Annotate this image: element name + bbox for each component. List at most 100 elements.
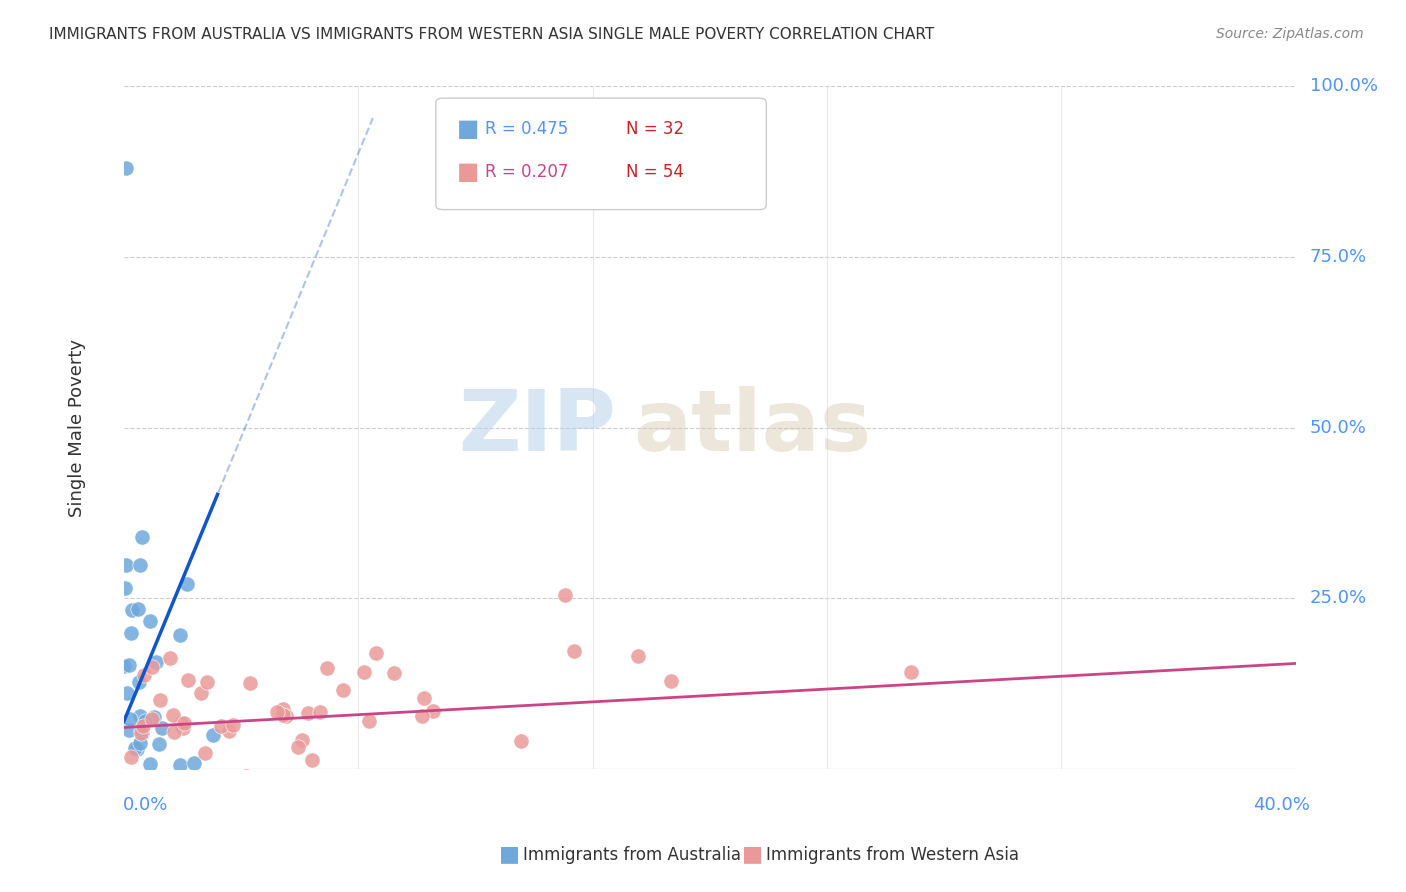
Point xyxy=(124,741,146,756)
Point xyxy=(194,746,217,760)
Point xyxy=(169,757,191,772)
Text: N = 32: N = 32 xyxy=(626,120,683,138)
Point xyxy=(118,658,141,673)
Point xyxy=(143,710,166,724)
Point xyxy=(413,690,436,705)
Point xyxy=(276,709,298,723)
Point xyxy=(139,614,162,628)
Point xyxy=(128,675,150,690)
Point xyxy=(271,782,294,797)
Point xyxy=(131,530,153,544)
Point xyxy=(222,718,245,732)
Text: Source: ZipAtlas.com: Source: ZipAtlas.com xyxy=(1216,27,1364,41)
Point xyxy=(554,588,576,602)
Text: IMMIGRANTS FROM AUSTRALIA VS IMMIGRANTS FROM WESTERN ASIA SINGLE MALE POVERTY CO: IMMIGRANTS FROM AUSTRALIA VS IMMIGRANTS … xyxy=(49,27,935,42)
Text: Single Male Poverty: Single Male Poverty xyxy=(67,339,86,516)
Point xyxy=(332,683,354,698)
Text: Immigrants from Western Asia: Immigrants from Western Asia xyxy=(766,846,1019,863)
Text: atlas: atlas xyxy=(634,386,872,469)
Point xyxy=(309,705,332,719)
Point xyxy=(271,708,294,723)
Point xyxy=(176,577,198,591)
Point xyxy=(287,773,309,788)
Point xyxy=(357,714,380,729)
Point xyxy=(190,685,212,699)
Point xyxy=(172,721,194,735)
Text: 50.0%: 50.0% xyxy=(1310,418,1367,437)
Text: ZIP: ZIP xyxy=(458,386,616,469)
Point xyxy=(422,784,444,798)
Point xyxy=(127,602,149,616)
Point xyxy=(131,726,153,740)
Point xyxy=(900,665,922,679)
Point xyxy=(162,724,184,739)
Text: ■: ■ xyxy=(499,845,520,864)
Point xyxy=(364,646,387,660)
Point xyxy=(291,732,314,747)
Point xyxy=(239,676,262,690)
Text: N = 54: N = 54 xyxy=(626,163,683,181)
Point xyxy=(120,750,142,764)
Point xyxy=(173,715,195,730)
Point xyxy=(112,658,135,673)
Point xyxy=(118,723,141,737)
Point xyxy=(127,741,149,756)
Point xyxy=(235,769,257,783)
Point xyxy=(141,712,163,726)
Text: ■: ■ xyxy=(457,118,479,141)
Text: 40.0%: 40.0% xyxy=(1253,797,1310,814)
Point xyxy=(170,716,193,731)
Point xyxy=(297,706,319,720)
Point xyxy=(562,643,585,657)
Point xyxy=(353,665,375,679)
Point xyxy=(121,602,143,616)
Point xyxy=(411,708,433,723)
Point xyxy=(197,675,219,690)
Point xyxy=(422,704,444,718)
Text: R = 0.475: R = 0.475 xyxy=(485,120,568,138)
Point xyxy=(162,707,184,722)
Point xyxy=(124,772,146,787)
Point xyxy=(128,736,150,750)
Point xyxy=(120,626,142,640)
Text: Immigrants from Australia: Immigrants from Australia xyxy=(523,846,741,863)
Point xyxy=(129,723,152,738)
Point xyxy=(384,666,406,681)
Point xyxy=(197,773,219,788)
Point xyxy=(627,648,650,663)
Point xyxy=(132,719,155,733)
Text: 25.0%: 25.0% xyxy=(1310,590,1367,607)
Point xyxy=(315,661,337,675)
Point xyxy=(153,795,176,809)
Point xyxy=(129,725,152,739)
Point xyxy=(159,650,181,665)
Point xyxy=(114,161,136,176)
Point xyxy=(150,721,173,735)
Point xyxy=(271,702,294,716)
Text: 75.0%: 75.0% xyxy=(1310,248,1367,266)
Point xyxy=(177,673,200,687)
Point xyxy=(139,757,162,772)
Point xyxy=(659,674,682,689)
Point xyxy=(134,714,156,728)
Point xyxy=(202,728,225,742)
Text: ■: ■ xyxy=(457,161,479,184)
Point xyxy=(115,686,138,700)
Point xyxy=(129,709,152,723)
Point xyxy=(141,660,163,674)
Point xyxy=(149,693,172,707)
Point xyxy=(510,733,533,747)
Point xyxy=(129,558,152,572)
Text: R = 0.207: R = 0.207 xyxy=(485,163,568,181)
Point xyxy=(118,712,141,726)
Point xyxy=(218,724,240,739)
Point xyxy=(183,756,205,770)
Point xyxy=(145,656,167,670)
Point xyxy=(751,779,773,793)
Point xyxy=(114,558,136,572)
Point xyxy=(301,753,323,767)
Point xyxy=(287,740,309,755)
Text: 100.0%: 100.0% xyxy=(1310,78,1378,95)
Point xyxy=(217,800,239,814)
Point xyxy=(114,582,136,596)
